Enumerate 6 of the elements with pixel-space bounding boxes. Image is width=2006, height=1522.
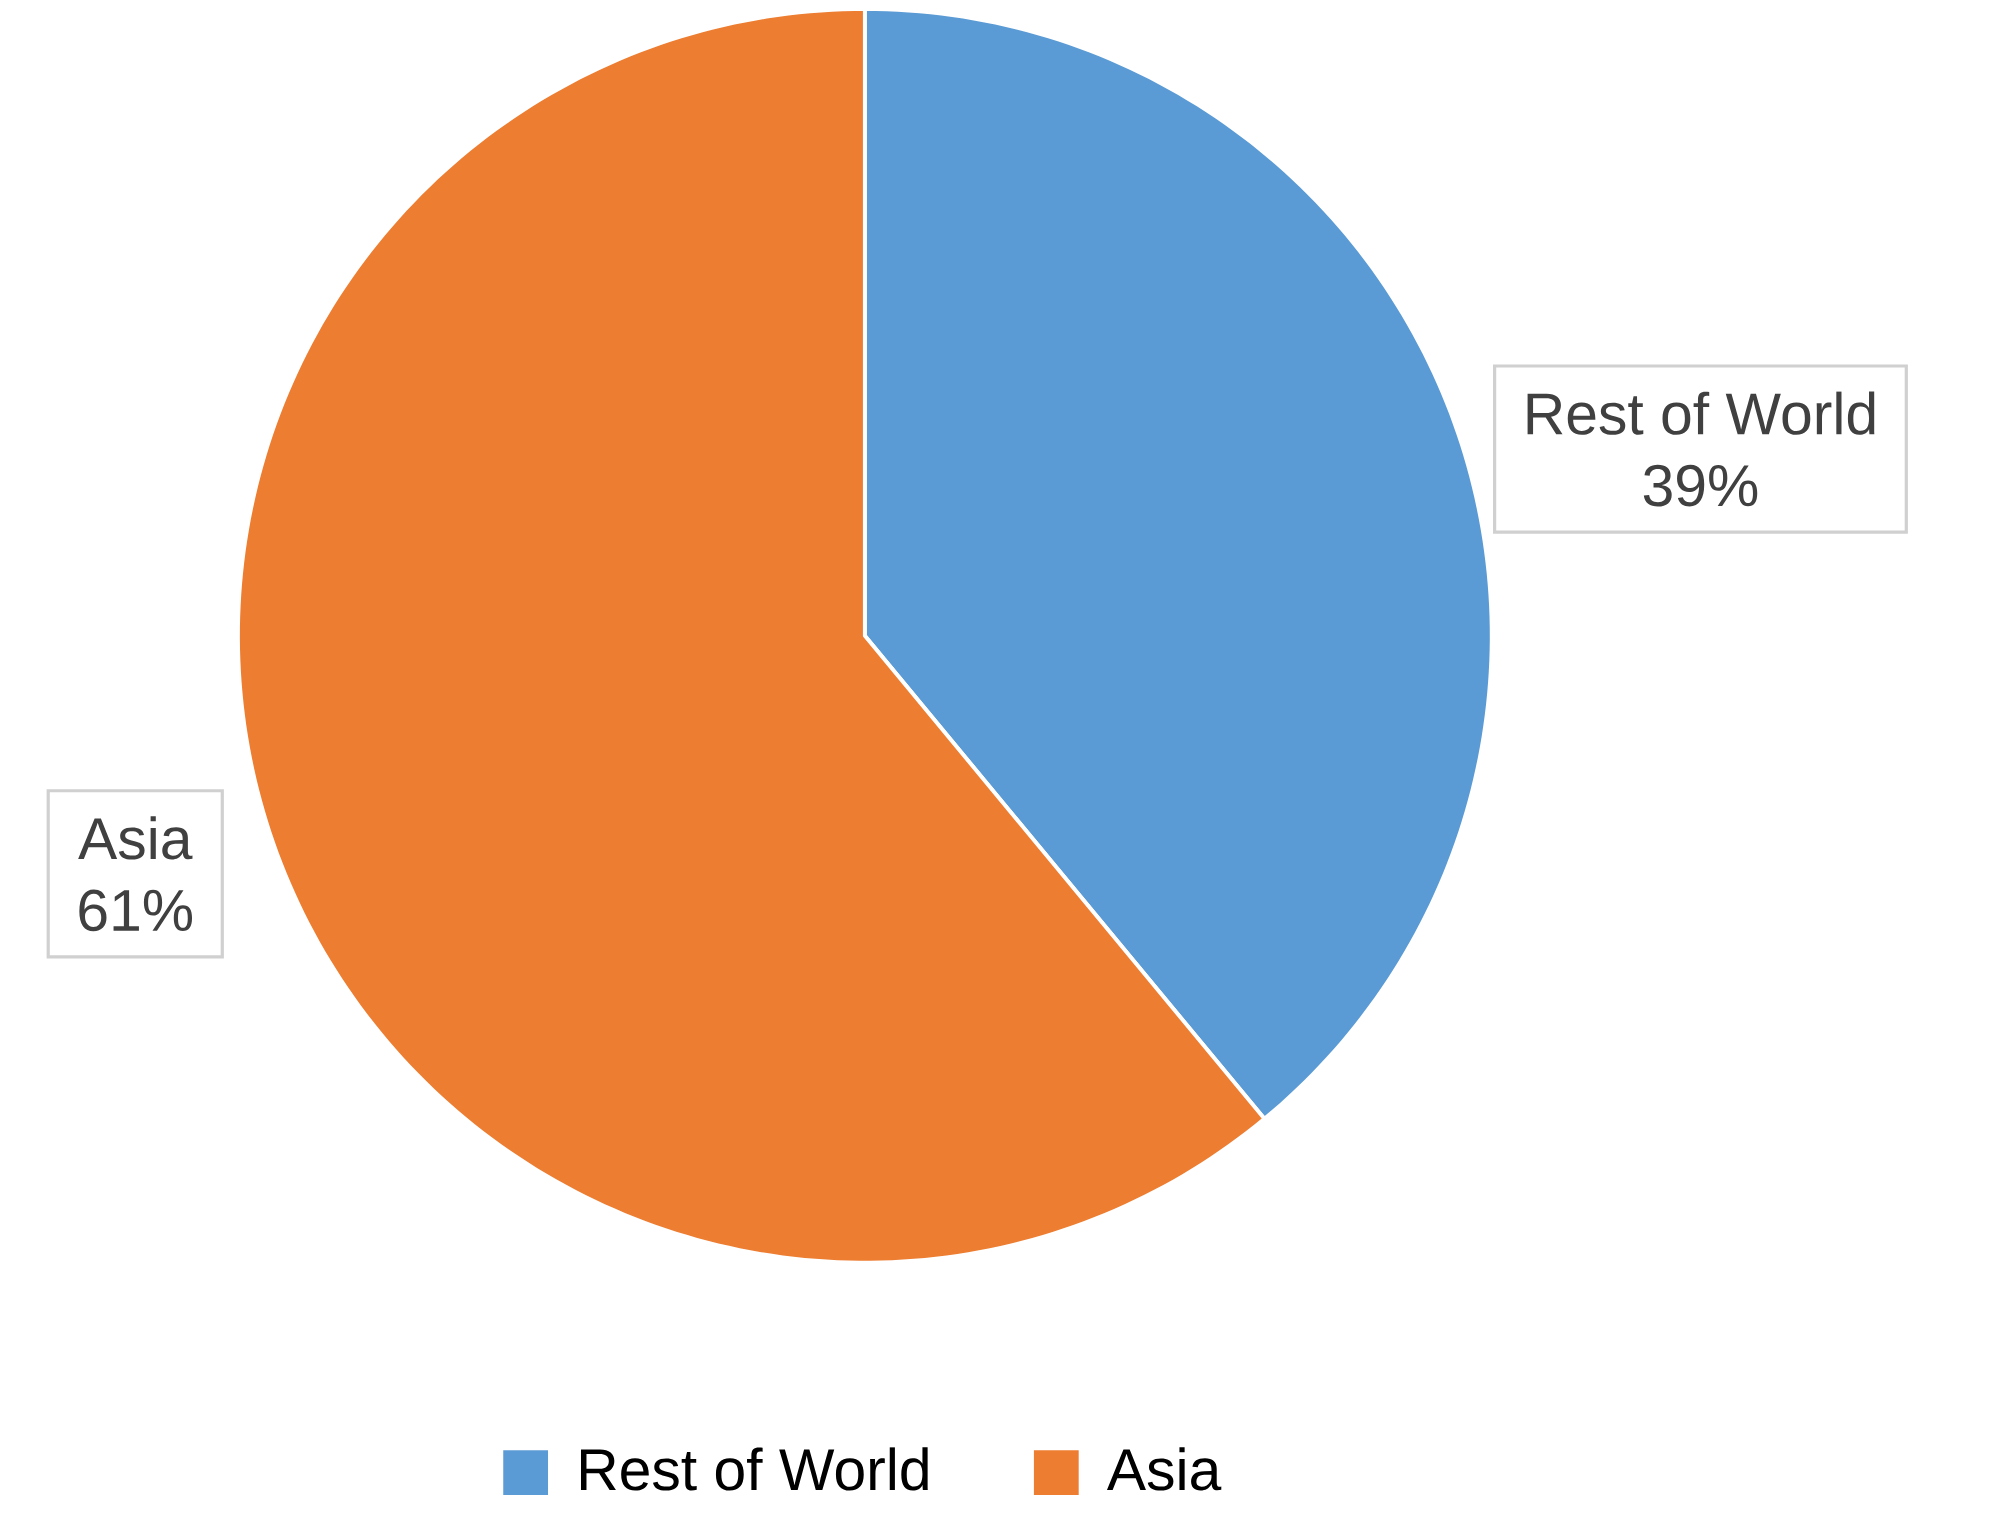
legend-label: Asia [1106, 1447, 1222, 1491]
legend-label: Rest of World [581, 1447, 928, 1491]
slice-label: Asia [78, 816, 193, 860]
slice-label: Rest of World [1527, 391, 1875, 435]
data-label: 61% [79, 889, 193, 932]
data-label: 39% [1643, 464, 1758, 507]
